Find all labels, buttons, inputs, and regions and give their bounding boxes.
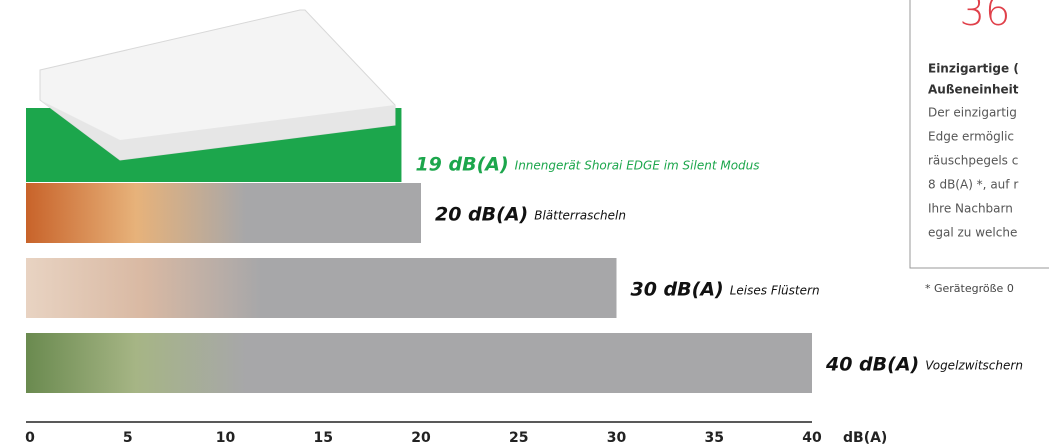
photos — [26, 183, 261, 393]
x-tick-label: 25 — [509, 430, 528, 446]
x-tick-label: 40 — [802, 430, 822, 446]
value-label: 20 dB(A) — [435, 204, 528, 226]
sidebar: 36 Einzigartige ( Außeneinheit Der einzi… — [909, 0, 1049, 295]
photo-bird — [26, 333, 246, 393]
sidebar-text: egal zu welche — [928, 226, 1017, 240]
x-tick-label: 30 — [607, 430, 627, 446]
sidebar-text: Edge ermöglic — [928, 130, 1014, 144]
x-tick-label: 5 — [123, 430, 133, 446]
category-label: Leises Flüstern — [730, 284, 820, 298]
sidebar-text: 8 dB(A) *, auf r — [928, 178, 1018, 192]
x-tick-label: 0 — [25, 430, 35, 446]
value-label: 40 dB(A) — [825, 354, 919, 376]
sidebar-number: 36 — [960, 0, 1011, 35]
sidebar-box — [909, 0, 1049, 269]
indoor-unit — [39, 9, 396, 161]
photo-leaves — [26, 183, 246, 243]
x-axis-label: dB(A) — [843, 430, 887, 446]
sidebar-text: Ihre Nachbarn — [928, 202, 1013, 216]
category-label: Blätterrascheln — [534, 209, 626, 223]
x-tick-label: 15 — [314, 430, 333, 446]
x-tick-label: 10 — [216, 430, 236, 446]
category-label: Innengerät Shorai EDGE im Silent Modus — [515, 159, 760, 173]
sidebar-text: räuschpegels c — [928, 154, 1018, 168]
value-label: 19 dB(A) — [415, 154, 508, 176]
value-label: 30 dB(A) — [631, 279, 724, 301]
x-tick-label: 35 — [705, 430, 724, 446]
sidebar-heading: Einzigartige ( — [928, 62, 1019, 76]
sidebar-text: Der einzigartig — [928, 106, 1017, 120]
category-label: Vogelzwitschern — [925, 359, 1023, 373]
photo-whisper — [26, 258, 261, 318]
sidebar-heading: Außeneinheit — [928, 83, 1019, 97]
footnote: * Gerätegröße 0 — [925, 282, 1014, 295]
x-tick-label: 20 — [411, 430, 431, 446]
